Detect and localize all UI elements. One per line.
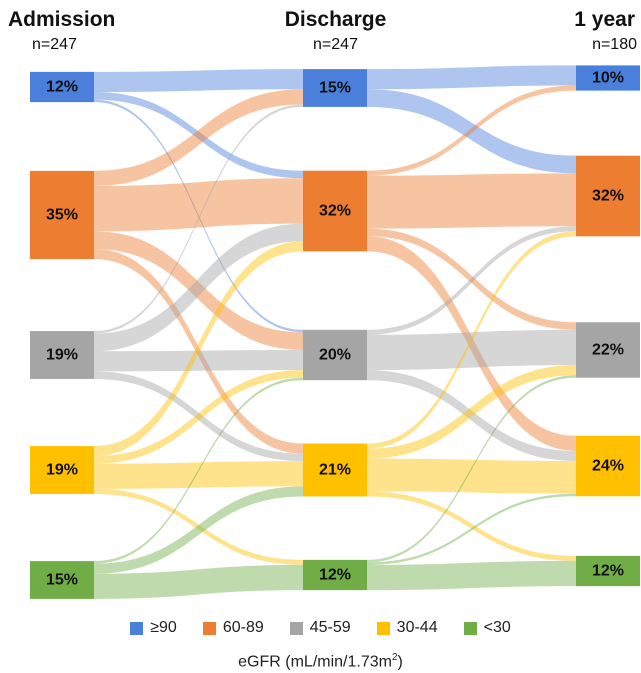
- x-axis-label-superscript: 2: [391, 652, 398, 663]
- flow-discharge-lt30-to-30-44: [367, 493, 576, 565]
- node-admission-ge90: [30, 71, 94, 103]
- node-admission-lt30: [30, 561, 94, 599]
- legend-item-45-59: 45-59: [289, 619, 351, 637]
- flow-admission-30-44-to-30-44: [94, 461, 303, 489]
- node-label-admission-60-89: 35%: [46, 207, 78, 224]
- node-label-admission-30-44: 19%: [46, 462, 78, 479]
- stage-n-discharge: n=247: [313, 36, 358, 53]
- node-discharge-45-59: [303, 329, 367, 381]
- flow-admission-60-89-to-60-89: [94, 178, 303, 232]
- flow-discharge-60-89-to-45-59: [367, 228, 576, 330]
- flow-admission-60-89-to-45-59: [94, 231, 303, 350]
- legend-swatch-ge90: [130, 621, 144, 635]
- node-discharge-30-44: [303, 443, 367, 497]
- flow-discharge-45-59-to-30-44: [367, 370, 576, 461]
- legend-swatch-45-59: [289, 621, 303, 635]
- x-axis-label-close: ): [397, 653, 403, 671]
- flow-admission-lt30-to-30-44: [94, 486, 303, 574]
- stage-title-admission: Admission: [8, 8, 116, 31]
- legend-swatch-lt30: [463, 621, 477, 635]
- flow-discharge-ge90-to-60-89: [367, 89, 576, 174]
- node-discharge-lt30: [303, 559, 367, 591]
- node-admission-45-59: [30, 331, 94, 379]
- flow-admission-30-44-to-45-59: [94, 370, 303, 464]
- x-axis-label-text: eGFR (mL/min/1.73m: [238, 653, 392, 671]
- node-1-year-lt30: [576, 555, 640, 587]
- node-label-1-year-45-59: 22%: [592, 342, 624, 359]
- flow-discharge-60-89-to-ge90: [367, 85, 576, 176]
- flow-admission-60-89-to-ge90: [94, 89, 303, 187]
- flow-admission-ge90-to-ge90: [94, 69, 303, 93]
- flow-admission-60-89-to-30-44: [94, 249, 303, 454]
- node-1-year-45-59: [576, 322, 640, 378]
- flow-links: [94, 65, 576, 599]
- node-1-year-60-89: [576, 155, 640, 237]
- legend-item-ge90: ≥90: [130, 619, 177, 637]
- flow-discharge-30-44-to-lt30: [367, 491, 576, 561]
- stage-nodes: 12% 35% 19% 19% 15% 15% 32% 20% 21% 12% 10% 32% 22% 2…: [30, 65, 640, 599]
- flow-discharge-60-89-to-30-44: [367, 236, 576, 451]
- stage-n-1-year: n=180: [592, 36, 637, 53]
- flow-admission-45-59-to-30-44: [94, 371, 303, 462]
- flow-discharge-lt30-to-45-59: [367, 375, 576, 563]
- stage-n-admission: n=247: [32, 36, 77, 53]
- flow-admission-lt30-to-lt30: [94, 564, 303, 599]
- flow-admission-30-44-to-60-89: [94, 241, 303, 457]
- flow-discharge-ge90-to-ge90: [367, 65, 576, 90]
- flow-admission-ge90-to-45-59: [94, 99, 303, 333]
- flow-discharge-45-59-to-45-59: [367, 329, 576, 371]
- flow-admission-30-44-to-lt30: [94, 488, 303, 565]
- flow-discharge-30-44-to-60-89: [367, 231, 576, 449]
- flow-admission-lt30-to-45-59: [94, 377, 303, 564]
- node-label-admission-45-59: 19%: [46, 347, 78, 364]
- node-1-year-ge90: [576, 65, 640, 91]
- legend-label-lt30: <30: [483, 619, 511, 636]
- node-label-admission-lt30: 15%: [46, 572, 78, 589]
- node-admission-30-44: [30, 446, 94, 494]
- node-label-1-year-lt30: 12%: [592, 563, 624, 580]
- node-label-admission-ge90: 12%: [46, 79, 78, 96]
- stage-title-discharge: Discharge: [284, 8, 387, 31]
- node-label-discharge-ge90: 15%: [319, 80, 351, 97]
- flow-admission-45-59-to-60-89: [94, 223, 303, 352]
- legend-item-60-89: 60-89: [202, 619, 264, 637]
- x-axis-label: eGFR (mL/min/1.73m2): [0, 652, 641, 671]
- legend-swatch-60-89: [202, 621, 216, 635]
- flow-discharge-lt30-to-lt30: [367, 560, 576, 591]
- flow-discharge-30-44-to-30-44: [367, 458, 576, 494]
- flow-discharge-30-44-to-45-59: [367, 365, 576, 459]
- node-label-1-year-ge90: 10%: [592, 70, 624, 87]
- legend-item-30-44: 30-44: [376, 619, 438, 637]
- node-label-discharge-lt30: 12%: [319, 567, 351, 584]
- node-1-year-30-44: [576, 435, 640, 497]
- node-label-discharge-45-59: 20%: [319, 347, 351, 364]
- node-label-discharge-30-44: 21%: [319, 462, 351, 479]
- stage-title-1-year: 1 year: [574, 8, 635, 31]
- legend-label-60-89: 60-89: [222, 619, 264, 636]
- legend-label-ge90: ≥90: [150, 619, 177, 636]
- flow-admission-45-59-to-45-59: [94, 349, 303, 372]
- flow-discharge-45-59-to-60-89: [367, 226, 576, 335]
- flow-admission-45-59-to-ge90: [94, 104, 303, 334]
- node-label-discharge-60-89: 32%: [319, 203, 351, 220]
- legend: ≥90 60-89 45-59 30-44 <30: [0, 619, 641, 637]
- flow-discharge-60-89-to-60-89: [367, 173, 576, 229]
- flow-admission-ge90-to-60-89: [94, 92, 303, 179]
- legend-swatch-30-44: [376, 621, 390, 635]
- legend-label-45-59: 45-59: [309, 619, 351, 636]
- node-label-1-year-60-89: 32%: [592, 188, 624, 205]
- legend-label-30-44: 30-44: [396, 619, 438, 636]
- node-discharge-ge90: [303, 69, 367, 107]
- legend-item-lt30: <30: [463, 619, 511, 637]
- node-admission-60-89: [30, 170, 94, 260]
- node-discharge-60-89: [303, 170, 367, 252]
- node-label-1-year-30-44: 24%: [592, 458, 624, 475]
